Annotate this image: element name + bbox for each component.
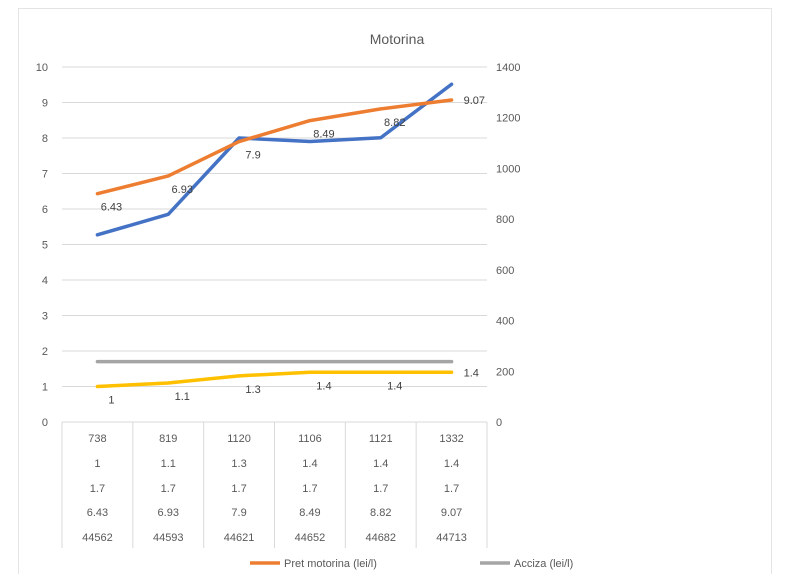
data-label: 1.4 <box>387 380 402 392</box>
table-cell: 1.7 <box>90 483 105 495</box>
table-cell: 1120 <box>227 433 251 445</box>
table-cell: 7.9 <box>231 507 246 519</box>
data-label: 9.07 <box>464 95 485 107</box>
table-cell: 1106 <box>298 433 322 445</box>
data-label: 1.3 <box>245 384 260 396</box>
table-cell: 1.4 <box>302 458 317 470</box>
y-left-tick-label: 4 <box>42 275 48 287</box>
table-cell: 738 <box>88 433 106 445</box>
y-left-tick-label: 8 <box>42 133 48 145</box>
table-cell: 1.7 <box>302 483 317 495</box>
y-left-tick-label: 3 <box>42 311 48 323</box>
y-right-tick-label: 200 <box>496 366 514 378</box>
table-cell: 6.93 <box>158 507 179 519</box>
y-right-tick-label: 600 <box>496 265 514 277</box>
y-right-tick-label: 400 <box>496 316 514 328</box>
y-left-tick-label: 7 <box>42 169 48 181</box>
y-right-tick-label: 1400 <box>496 62 520 74</box>
table-cell: 1332 <box>439 433 463 445</box>
y-right-tick-label: 0 <box>496 417 502 429</box>
table-cell: 1121 <box>369 433 393 445</box>
table-cell: 6.43 <box>87 507 108 519</box>
series-line-3 <box>95 98 454 196</box>
y-left-tick-label: 6 <box>42 204 48 216</box>
table-cell: 44593 <box>153 532 184 544</box>
y-right-tick-label: 1000 <box>496 163 520 175</box>
y-right-tick-label: 1200 <box>496 113 520 125</box>
table-cell: 44652 <box>295 532 326 544</box>
table-cell: 1.7 <box>373 483 388 495</box>
y-right-tick-label: 800 <box>496 214 514 226</box>
table-cell: 1.7 <box>161 483 176 495</box>
y-left-tick-label: 2 <box>42 346 48 358</box>
series-line-1 <box>95 370 454 389</box>
table-cell: 1.1 <box>161 458 176 470</box>
data-label: 1 <box>108 395 114 407</box>
series-line-0 <box>95 82 454 237</box>
y-left-tick-label: 9 <box>42 98 48 110</box>
table-cell: 1.3 <box>231 458 246 470</box>
legend-label: Acciza (lei/l) <box>514 558 573 570</box>
data-label: 6.43 <box>101 202 122 214</box>
table-cell: 1 <box>94 458 100 470</box>
y-left-tick-label: 5 <box>42 240 48 252</box>
data-label: 8.82 <box>384 117 405 129</box>
data-label: 7.9 <box>245 150 260 162</box>
data-label: 1.4 <box>464 367 479 379</box>
y-left-tick-label: 10 <box>36 62 48 74</box>
table-cell: 44562 <box>82 532 113 544</box>
table-cell: 819 <box>159 433 177 445</box>
data-label: 6.93 <box>172 184 193 196</box>
table-cell: 1.7 <box>231 483 246 495</box>
table-cell: 1.4 <box>444 458 459 470</box>
data-label: 1.1 <box>175 391 190 403</box>
table-cell: 8.49 <box>299 507 320 519</box>
table-cell: 44682 <box>365 532 396 544</box>
data-label: 1.4 <box>316 380 331 392</box>
table-cell: 1.7 <box>444 483 459 495</box>
chart-title: Motorina <box>370 31 425 47</box>
y-left-tick-label: 1 <box>42 382 48 394</box>
data-label: 8.49 <box>313 129 334 141</box>
table-cell: 44621 <box>224 532 255 544</box>
legend-label: Pret motorina (lei/l) <box>284 558 377 570</box>
table-cell: 8.82 <box>370 507 391 519</box>
chart-frame <box>18 8 772 574</box>
table-cell: 44713 <box>436 532 467 544</box>
y-left-tick-label: 0 <box>42 417 48 429</box>
table-cell: 1.4 <box>373 458 388 470</box>
table-cell: 9.07 <box>441 507 462 519</box>
